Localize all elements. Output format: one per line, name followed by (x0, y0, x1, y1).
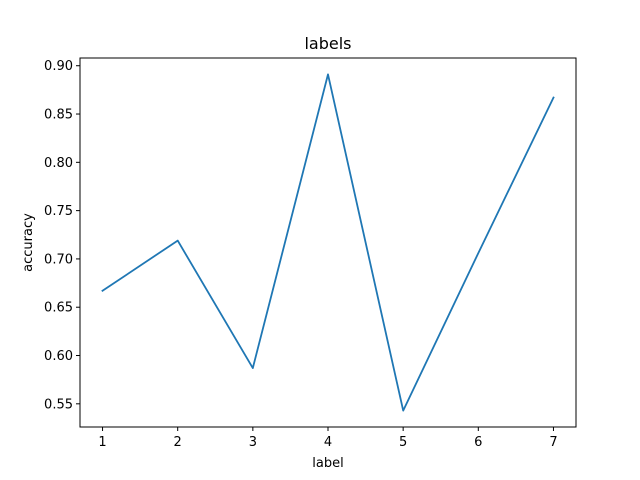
y-tick-label: 0.85 (44, 108, 73, 123)
x-tick-label: 6 (474, 435, 482, 450)
y-tick-label: 0.65 (44, 301, 73, 316)
x-axis-label: label (312, 456, 343, 471)
y-tick-label: 0.90 (44, 59, 73, 74)
x-axis-ticks: 1 2 3 4 5 6 7 (98, 427, 558, 450)
y-tick-label: 0.80 (44, 156, 73, 171)
x-tick-label: 1 (98, 435, 106, 450)
x-tick-label: 3 (249, 435, 257, 450)
series-layer (101, 73, 555, 412)
x-tick-label: 2 (174, 435, 182, 450)
y-tick-label: 0.70 (44, 252, 73, 267)
y-tick-label: 0.55 (44, 397, 73, 412)
chart-title: labels (304, 34, 351, 53)
y-axis-label: accuracy (21, 213, 36, 272)
y-axis-ticks: 0.55 0.60 0.65 0.70 0.75 0.80 0.85 0.90 (44, 59, 80, 412)
series-line (101, 73, 555, 412)
plot-frame (79, 57, 577, 428)
y-tick-label: 0.75 (44, 204, 73, 219)
x-tick-label: 5 (399, 435, 407, 450)
x-tick-label: 4 (324, 435, 332, 450)
y-tick-label: 0.60 (44, 349, 73, 364)
x-tick-label: 7 (549, 435, 557, 450)
